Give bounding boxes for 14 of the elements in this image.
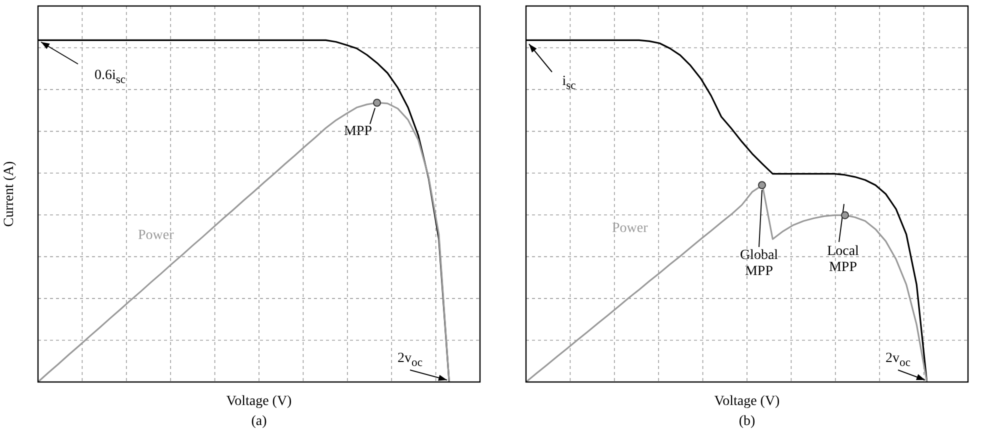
text: (b) — [738, 414, 756, 430]
text: Power — [612, 221, 648, 237]
annotation: MPP — [342, 124, 374, 140]
annotation: 0.6i$_{sc}$ — [93, 68, 127, 88]
annotation: 2v$_{oc}$ — [396, 351, 424, 371]
annotation: i$_{sc}$ — [561, 74, 577, 94]
annotation: Global MPP — [738, 248, 780, 280]
y-axis-title: Current (A) — [2, 161, 18, 227]
annotation: 2v$_{oc}$ — [884, 351, 912, 371]
x-axis-title: Voltage (V) — [225, 394, 293, 410]
series-label: Power — [138, 228, 174, 244]
x-axis-title: Voltage (V) — [713, 394, 781, 410]
text: (a) — [250, 414, 268, 430]
annotation: Local MPP — [826, 244, 860, 276]
